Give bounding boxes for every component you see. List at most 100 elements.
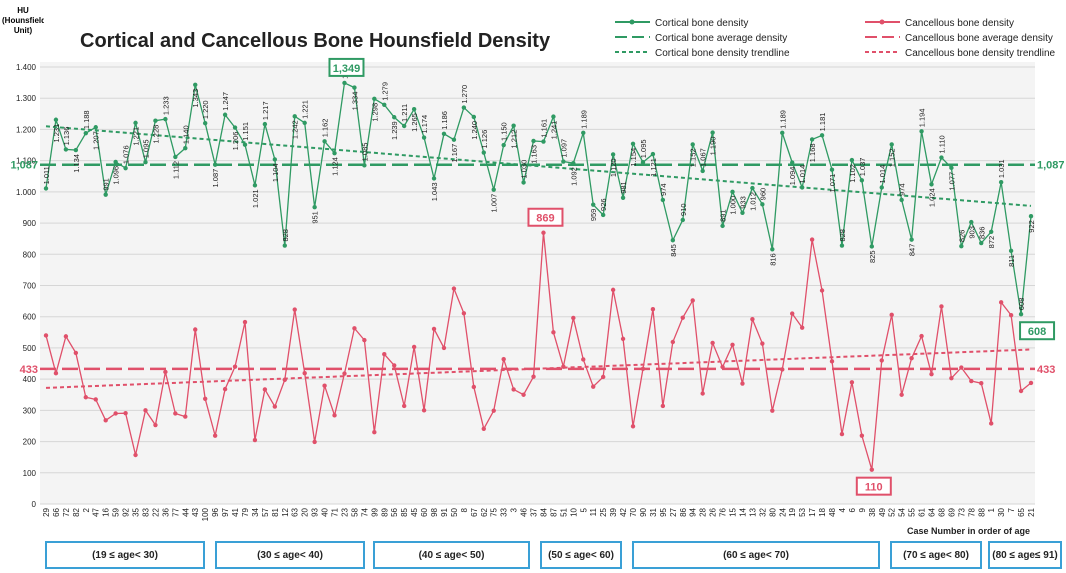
x-tick-label: 39 [609, 507, 618, 516]
y-tick-label: 600 [23, 313, 37, 322]
trendline [45, 125, 1032, 207]
point [262, 387, 268, 392]
data-label: 828 [281, 229, 290, 242]
series-line [45, 81, 1032, 315]
x-tick-label: 2 [82, 507, 91, 512]
x-tick-label: 81 [271, 507, 280, 516]
point [979, 381, 984, 386]
point [551, 114, 556, 119]
y-tick-label: 100 [23, 469, 37, 478]
point [640, 160, 646, 165]
point [183, 145, 188, 151]
legend-marker [629, 19, 635, 25]
point [640, 366, 646, 372]
x-tick-label: 44 [181, 507, 190, 516]
point [541, 139, 546, 144]
point [113, 159, 118, 165]
x-tick-label: 49 [878, 507, 887, 516]
point [93, 125, 98, 130]
legend-label: Cortical bone average density [655, 33, 787, 44]
y-tick-label: 900 [23, 219, 37, 228]
data-label: 1.181 [818, 113, 827, 132]
legend-label: Cancellous bone average density [905, 33, 1053, 44]
x-tick-label: 82 [72, 507, 81, 516]
point [342, 371, 347, 376]
x-tick-label: 71 [331, 507, 340, 516]
point [411, 344, 417, 350]
point [979, 240, 984, 246]
point [889, 312, 894, 318]
x-tick-label: 61 [918, 507, 927, 516]
point [133, 120, 138, 126]
point [561, 364, 566, 369]
point [839, 431, 845, 437]
point [392, 115, 397, 120]
point [252, 183, 258, 188]
point [1018, 312, 1024, 317]
x-tick-label: 7 [1007, 507, 1016, 512]
point [242, 142, 248, 147]
data-label: 1.007 [490, 194, 499, 213]
point [1018, 388, 1024, 394]
point [849, 380, 855, 385]
point [143, 160, 148, 165]
x-tick-label: 29 [42, 507, 51, 516]
data-label: 847 [908, 244, 917, 257]
y-tick-label: 800 [23, 250, 37, 259]
x-tick-label: 62 [480, 507, 489, 516]
data-label: 1.140 [181, 125, 190, 144]
point [949, 376, 954, 381]
x-tick-label: 46 [520, 507, 529, 516]
data-label: 1.104 [271, 163, 280, 182]
point [1008, 312, 1014, 318]
x-tick-label: 89 [380, 507, 389, 516]
point [740, 210, 745, 215]
point [392, 363, 397, 368]
x-tick-label: 41 [231, 507, 240, 516]
data-label: 816 [768, 253, 777, 266]
data-label: 1.012 [748, 192, 757, 211]
point [969, 378, 974, 384]
point [600, 212, 606, 218]
data-label: 1.085 [360, 143, 369, 162]
data-label: 1.188 [82, 110, 91, 129]
data-label: 1.163 [530, 145, 539, 164]
data-label: 1.095 [639, 139, 648, 158]
point [899, 197, 904, 203]
point [362, 337, 367, 343]
point [272, 404, 278, 409]
data-label: 1.000 [729, 196, 738, 215]
data-label: 991 [102, 178, 111, 191]
point [421, 408, 427, 413]
annotation: 1,349 [333, 63, 361, 75]
point [451, 137, 457, 142]
point [73, 350, 79, 356]
data-label: 922 [1027, 220, 1036, 233]
point [969, 219, 974, 225]
point [809, 137, 815, 142]
x-tick-label: 1 [987, 507, 996, 512]
data-label: 1.124 [331, 157, 340, 176]
x-tick-label: 99 [370, 507, 379, 516]
point [382, 351, 387, 357]
data-label: 1.071 [828, 174, 837, 193]
y-tick-label: 1.200 [16, 125, 37, 134]
x-tick-label: 42 [619, 507, 628, 516]
data-label: 959 [589, 209, 598, 222]
point [939, 304, 944, 309]
data-label: 1.270 [460, 85, 469, 104]
point [222, 386, 228, 392]
point [650, 151, 656, 157]
x-tick-label: 74 [360, 507, 369, 516]
point [959, 243, 964, 249]
point [620, 336, 626, 342]
annotation-box [328, 57, 365, 77]
x-tick-label: 88 [977, 507, 986, 516]
data-label: 828 [838, 229, 847, 242]
x-tick-label: 60 [420, 507, 429, 516]
age-group: (50 ≤ age< 60) [540, 541, 622, 569]
x-tick-label: 8 [460, 507, 469, 512]
x-tick-label: 34 [251, 507, 260, 516]
point [272, 157, 278, 162]
data-label: 1.024 [928, 188, 937, 207]
